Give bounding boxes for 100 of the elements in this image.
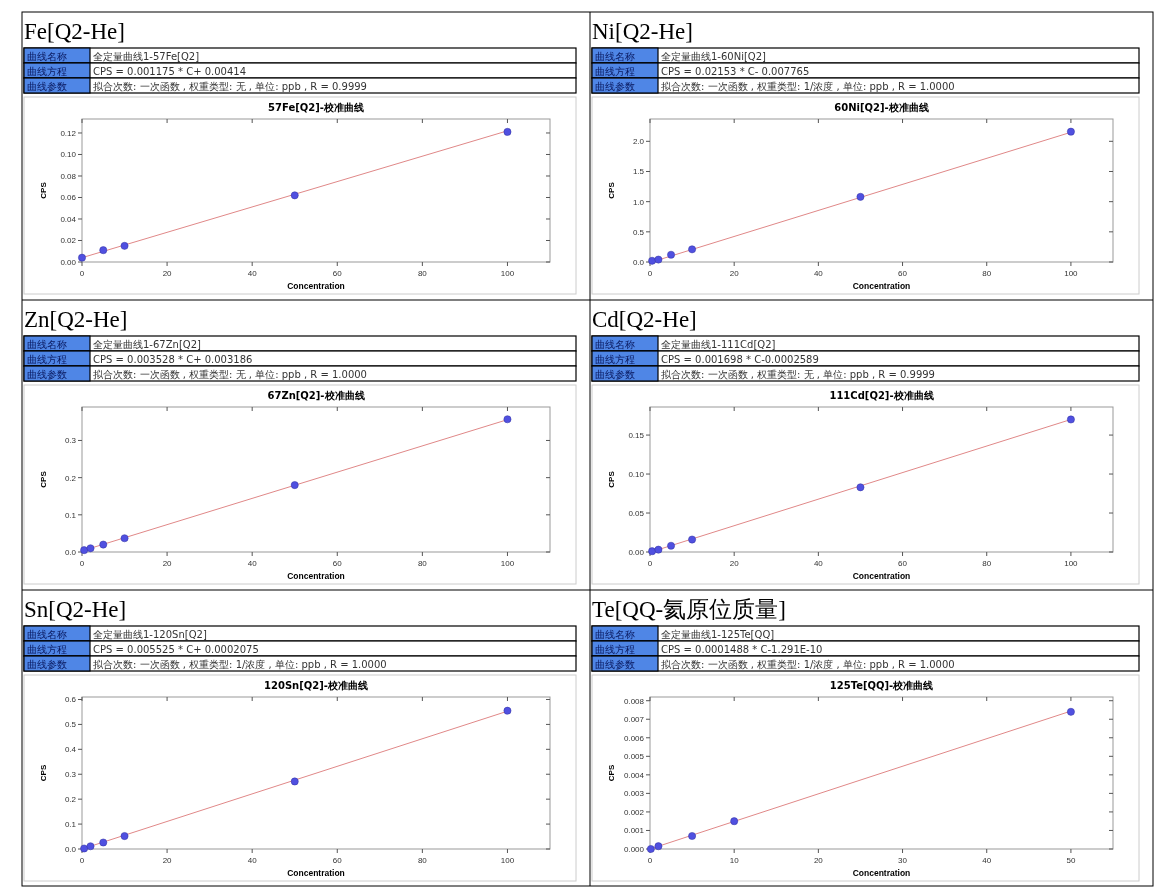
x-tick-label: 40 — [247, 269, 258, 278]
text: CPS = 0.001175 * C+ 0.00414 — [93, 65, 247, 77]
point — [654, 545, 663, 554]
point — [688, 832, 696, 840]
text: 曲线方程 — [27, 65, 67, 77]
y-tick-label: 0.5 — [632, 227, 645, 237]
x-tick-label: 0 — [647, 269, 653, 278]
point — [646, 845, 655, 853]
x-axis-title: Concentration — [287, 868, 345, 878]
text: 拟合次数: 一次函数 , 权重类型: 1/浓度 , 单位: ppb , R = 1.0000 — [93, 658, 387, 670]
chart-title: Ni[Q2-He] — [592, 19, 693, 44]
text: CPS = 0.0001488 * C-1.291E-10 — [661, 643, 823, 655]
chart-title: Fe[Q2-He] — [24, 19, 125, 44]
x-axis-title: Concentration — [852, 571, 911, 581]
x-tick-label: 80 — [982, 269, 992, 278]
x-tick-label: 100 — [1064, 269, 1079, 278]
text: 曲线方程 — [595, 353, 635, 365]
text: CPS = 0.02153 * C- 0.007765 — [661, 65, 810, 77]
x-tick-label: 60 — [332, 856, 343, 865]
y-tick-label: 0.002 — [623, 807, 645, 817]
y-tick-label: 0.005 — [623, 752, 645, 762]
x-tick-label: 20 — [729, 559, 740, 568]
y-tick-label: 0.000 — [623, 845, 645, 854]
y-tick-label: 0.003 — [623, 789, 645, 799]
text: 曲线名称 — [595, 628, 635, 640]
point — [503, 128, 512, 136]
y-tick-label: 0.004 — [623, 770, 645, 780]
y-tick-label: 1.5 — [632, 167, 645, 177]
point — [688, 245, 696, 254]
point — [654, 842, 663, 851]
text: 全定量曲线1-57Fe[Q2] — [93, 50, 200, 62]
x-axis-title: Concentration — [852, 281, 911, 291]
text: 拟合次数: 一次函数 , 权重类型: 无 , 单位: ppb , R = 0.9999 — [93, 80, 367, 92]
point — [856, 192, 865, 201]
y-tick-label: 0.05 — [628, 509, 645, 519]
text: 曲线参数 — [27, 368, 67, 380]
y-tick-label: 0.12 — [60, 128, 77, 138]
y-axis-title: CPS — [39, 764, 48, 782]
x-tick-label: 20 — [813, 856, 824, 865]
chart-subtitle: 60Ni[Q2]-校准曲线 — [834, 102, 929, 113]
point — [1067, 127, 1075, 136]
x-tick-label: 10 — [729, 856, 740, 865]
x-axis-title: Concentration — [852, 868, 911, 878]
y-tick-label: 0.001 — [623, 826, 645, 836]
text: 拟合次数: 一次函数 , 权重类型: 1/浓度 , 单位: ppb , R = 1.0000 — [661, 80, 955, 92]
chart-title: Zn[Q2-He] — [24, 307, 128, 332]
y-tick-label: 0.08 — [60, 171, 77, 181]
y-axis-title: CPS — [607, 181, 616, 199]
point — [730, 817, 739, 826]
point — [1067, 415, 1075, 424]
text: 曲线名称 — [27, 50, 67, 62]
y-tick-label: 0.15 — [628, 431, 645, 441]
y-tick-label: 0.00 — [628, 548, 645, 557]
x-tick-label: 50 — [1066, 856, 1076, 865]
text: 曲线名称 — [595, 50, 635, 62]
x-tick-label: 30 — [898, 856, 908, 865]
text: 曲线方程 — [27, 353, 67, 365]
text: 曲线方程 — [27, 643, 67, 655]
y-tick-label: 2.0 — [632, 137, 645, 147]
point — [290, 481, 299, 489]
point — [667, 541, 675, 550]
text: 拟合次数: 一次函数 , 权重类型: 无 , 单位: ppb , R = 0.9999 — [661, 368, 935, 380]
x-tick-label: 40 — [982, 856, 992, 865]
point — [99, 838, 108, 847]
y-tick-label: 1.0 — [632, 197, 645, 207]
x-tick-label: 40 — [813, 269, 824, 278]
y-axis-title: CPS — [607, 470, 616, 488]
text: 全定量曲线1-67Zn[Q2] — [93, 338, 202, 350]
chart-title: Te[QQ-氦原位质量] — [592, 597, 786, 622]
y-tick-label: 0.008 — [623, 696, 645, 706]
x-tick-label: 0 — [647, 559, 653, 568]
text: 全定量曲线1-120Sn[Q2] — [93, 628, 207, 640]
point — [667, 250, 675, 259]
y-tick-label: 0.1 — [64, 820, 77, 830]
text: 曲线参数 — [595, 368, 635, 380]
x-axis-title: Concentration — [287, 281, 345, 291]
point — [290, 777, 299, 786]
x-tick-label: 0 — [79, 559, 85, 568]
y-tick-label: 0.00 — [60, 258, 77, 267]
point — [503, 706, 512, 715]
x-tick-label: 100 — [500, 856, 515, 865]
text: 全定量曲线1-125Te[QQ] — [661, 628, 775, 640]
point — [120, 242, 129, 250]
y-tick-label: 0.0 — [64, 845, 77, 854]
x-tick-label: 80 — [417, 559, 428, 568]
chart-title: Cd[Q2-He] — [592, 307, 697, 332]
x-tick-label: 60 — [332, 559, 343, 568]
y-tick-label: 0.2 — [64, 473, 77, 483]
x-tick-label: 100 — [500, 559, 515, 568]
y-tick-label: 0.10 — [628, 470, 645, 480]
text: 曲线参数 — [27, 80, 67, 92]
y-tick-label: 0.007 — [623, 715, 645, 725]
x-tick-label: 60 — [332, 269, 343, 278]
y-tick-label: 0.006 — [623, 733, 645, 743]
point — [80, 844, 88, 853]
point — [654, 255, 663, 264]
x-tick-label: 20 — [162, 269, 173, 278]
x-tick-label: 40 — [813, 559, 824, 568]
x-tick-label: 20 — [729, 269, 740, 278]
text: 曲线参数 — [595, 658, 635, 670]
